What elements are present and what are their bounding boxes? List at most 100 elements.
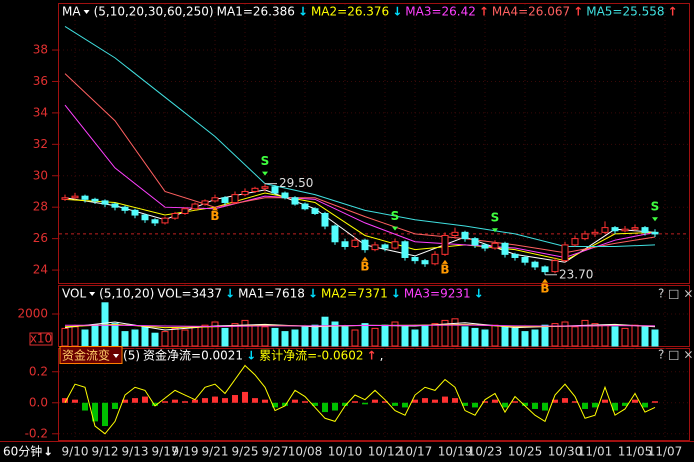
candle-body <box>261 186 269 189</box>
indicator-params: (5) <box>123 349 140 363</box>
flow-bar <box>262 399 268 403</box>
candle-body <box>441 234 449 255</box>
flow-frame <box>58 348 690 441</box>
help-button[interactable]: ? □ × <box>658 348 693 362</box>
volume-bar <box>231 323 239 347</box>
x-tick-label: 11/05 <box>618 445 653 459</box>
candle-body <box>431 253 439 265</box>
flow-bar <box>162 401 168 403</box>
x-tick-label: 10/12 <box>368 445 403 459</box>
volume-bar <box>241 319 249 347</box>
volume-bar <box>201 324 209 347</box>
signal-arrow <box>392 226 398 231</box>
help-button[interactable]: ? □ × <box>658 287 693 301</box>
indicator-params: (5,10,20,30,60,250) <box>94 5 214 19</box>
volume-bar <box>451 318 459 347</box>
volume-bar <box>161 331 169 347</box>
signal-label: B <box>210 209 219 223</box>
candle-body <box>411 256 419 262</box>
candle-body <box>611 227 619 232</box>
volume-bar <box>111 323 119 347</box>
volume-bar <box>491 324 499 347</box>
legend-arrow: ↓ <box>391 287 401 301</box>
volume-bar <box>541 324 549 347</box>
candle-body <box>101 200 109 205</box>
legend-arrow: ↓ <box>392 5 402 19</box>
volume-bar <box>561 321 569 347</box>
y-tick-label: 26 <box>33 231 48 245</box>
signal-arrow <box>442 259 448 264</box>
candle-body <box>271 186 279 194</box>
y-tick-label: 30 <box>33 168 48 182</box>
flow-bar <box>182 401 188 403</box>
candle-body <box>591 231 599 235</box>
x-tick-label: 10/23 <box>468 445 503 459</box>
indicator-name: MA <box>62 5 81 19</box>
volume-bar <box>501 326 509 347</box>
legend-arrow: ↓ <box>308 287 318 301</box>
signal-arrow <box>652 217 658 222</box>
flow-bar <box>512 401 518 403</box>
x-tick-label: 9/10 <box>62 445 89 459</box>
candle-body <box>421 260 429 265</box>
volume-bar <box>531 329 539 347</box>
panel-frames <box>0 3 694 442</box>
candle-body <box>91 198 99 202</box>
candle-body <box>121 206 129 211</box>
candle-body <box>341 241 349 247</box>
flow-bar <box>62 398 68 403</box>
signal-label: S <box>651 200 660 214</box>
indicator-params: (5,10,20) <box>99 287 154 301</box>
indicator-box <box>59 346 123 364</box>
signal-arrow <box>362 256 368 261</box>
candle-body <box>571 238 579 246</box>
volume-bar <box>601 324 609 347</box>
candle-body <box>171 212 179 219</box>
candle-body <box>141 214 149 221</box>
volume-bar <box>251 324 259 347</box>
legend-arrow: ↑ <box>479 5 489 19</box>
legend-arrow: ↑ <box>667 5 677 19</box>
volume-bar <box>521 331 529 347</box>
candle-body <box>311 208 319 214</box>
candle-body <box>111 203 119 208</box>
flow-bar <box>322 402 328 413</box>
volume-bar <box>391 321 399 347</box>
window-buttons: ? □ × ? □ × <box>658 287 693 362</box>
flow-bar <box>172 399 178 403</box>
flow-bar <box>202 398 208 403</box>
volume-bar <box>211 321 219 347</box>
volume-bar <box>621 327 629 347</box>
ma-line <box>65 324 656 327</box>
candle-body <box>71 195 79 199</box>
y-tick-label: 24 <box>33 263 48 277</box>
volume-bar <box>421 324 429 347</box>
flow-bar <box>132 398 138 403</box>
legend-value: 资金净流=0.0021 <box>143 348 243 363</box>
x-tick-label: 10/25 <box>508 445 543 459</box>
x-tick-label: 11/07 <box>648 445 683 459</box>
volume-bar <box>511 327 519 347</box>
candle-body <box>131 209 139 216</box>
flow-bar <box>102 402 108 427</box>
legend-value: MA5=25.558 <box>586 5 664 19</box>
flow-bar <box>312 402 318 406</box>
candle-body <box>331 225 339 243</box>
legend-value: MA1=7618 <box>238 287 305 301</box>
flow-bar <box>502 402 508 408</box>
volume-bar <box>411 329 419 347</box>
flow-bar <box>302 401 308 403</box>
candle-body <box>511 253 519 258</box>
x-tick-label: 10/19 <box>438 445 473 459</box>
candle-body <box>81 195 89 200</box>
candle-body <box>251 187 259 192</box>
candle-body <box>281 192 289 199</box>
dropdown-icon <box>113 354 120 358</box>
candle-body <box>231 194 239 203</box>
candle-body <box>601 227 609 233</box>
x-tick-label: 9/25 <box>232 445 259 459</box>
flow-bar <box>652 401 658 403</box>
candle-body <box>401 241 409 258</box>
y-tick-label: 28 <box>33 200 48 214</box>
